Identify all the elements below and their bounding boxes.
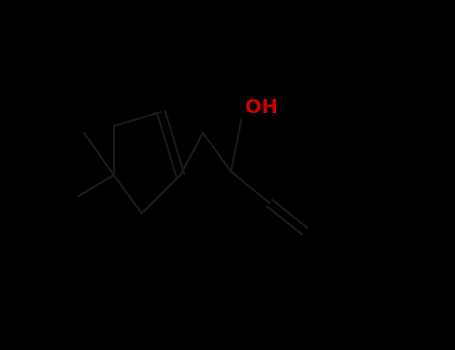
Text: OH: OH: [245, 98, 278, 117]
